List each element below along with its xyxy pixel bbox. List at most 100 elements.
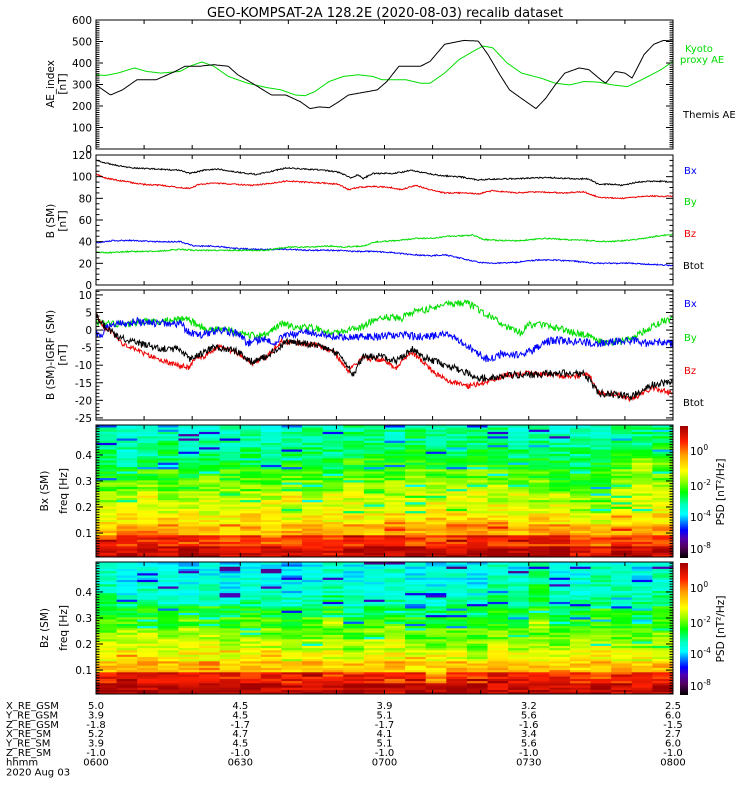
spectrogram-cell xyxy=(178,687,200,690)
spectrogram-cell xyxy=(96,590,118,594)
spectrogram-cell xyxy=(611,521,633,525)
spectrogram-cell xyxy=(281,460,303,463)
spectrogram-cell xyxy=(487,524,509,527)
spectrogram-cell xyxy=(611,552,633,556)
spectrogram-cell xyxy=(137,577,159,580)
spectrogram-cell xyxy=(549,543,571,547)
spectrogram-cell xyxy=(405,504,427,507)
spectrogram-cell xyxy=(611,486,633,490)
spectrogram-cell xyxy=(137,495,159,498)
spectrogram-cell xyxy=(363,691,385,694)
spectrogram-cell xyxy=(652,466,673,470)
spectrogram-cell xyxy=(569,535,591,538)
spectrogram-cell xyxy=(466,466,488,470)
spectrogram-cell xyxy=(652,650,673,653)
spectrogram-cell xyxy=(405,581,427,585)
spectrogram-cell xyxy=(590,632,612,635)
spectrogram-cell xyxy=(322,685,344,688)
spectrogram-cell xyxy=(199,464,221,468)
spectrogram-cell xyxy=(590,497,612,501)
spectrogram-cell xyxy=(549,566,571,569)
spectrogram-cell xyxy=(178,581,200,585)
spectrogram-cell xyxy=(425,562,447,565)
spectrogram-cell xyxy=(219,431,241,435)
spectrogram-cell xyxy=(116,689,138,693)
spectrogram-cell xyxy=(611,451,633,454)
spectrogram-cell xyxy=(281,554,303,557)
spectrogram-cell xyxy=(343,508,365,512)
spectrogram-cell xyxy=(260,621,282,624)
spectrogram-cell xyxy=(343,436,365,439)
spectrogram-cell xyxy=(302,630,324,633)
spectrogram-cell xyxy=(199,685,221,688)
colorbar-tick-label: 10-2 xyxy=(690,478,711,493)
spectrogram-cell xyxy=(302,628,324,631)
spectrogram-cell xyxy=(116,656,138,660)
y-tick-label: -5 xyxy=(82,343,92,355)
spectrogram-cell xyxy=(199,672,221,675)
spectrogram-cell xyxy=(322,595,344,598)
spectrogram-cell xyxy=(384,603,406,607)
spectrogram-cell xyxy=(590,508,612,512)
spectrogram-cell xyxy=(631,543,653,547)
spectrogram-cell xyxy=(384,647,406,651)
spectrogram-cell xyxy=(384,641,406,644)
spectrogram-cell xyxy=(157,676,179,679)
spectrogram-cell xyxy=(425,535,447,538)
spectrogram-cell xyxy=(199,636,221,640)
spectrogram-cell xyxy=(384,521,406,525)
spectrogram-cell xyxy=(652,601,673,605)
spectrogram-cell xyxy=(446,508,468,512)
spectrogram-cell xyxy=(631,597,653,600)
spectrogram-cell xyxy=(240,678,262,682)
spectrogram-cell xyxy=(487,535,509,538)
spectrogram-cell xyxy=(405,588,427,591)
spectrogram-cell xyxy=(157,462,179,465)
spectrogram-cell xyxy=(96,562,118,565)
spectrogram-cell xyxy=(569,625,591,629)
spectrogram-cell xyxy=(363,588,385,591)
spectrogram-cell xyxy=(549,532,571,536)
spectrogram-cell xyxy=(96,573,118,576)
spectrogram-cell xyxy=(116,570,138,574)
spectrogram-cell xyxy=(508,482,530,485)
spectrogram-cell xyxy=(302,669,324,673)
spectrogram-cell xyxy=(240,683,262,686)
spectrogram-cell xyxy=(281,685,303,688)
spectrogram-cell xyxy=(528,612,550,616)
spectrogram-cell xyxy=(343,577,365,580)
spectrogram-cell xyxy=(178,592,200,596)
spectrogram-cell xyxy=(96,532,118,536)
spectrogram-cell xyxy=(281,614,303,618)
spectrogram-cell xyxy=(405,526,427,529)
spectrogram-cell xyxy=(508,566,530,569)
spectrogram-cell xyxy=(384,447,406,450)
spectrogram-cell xyxy=(363,658,385,662)
spectrogram-cell xyxy=(652,590,673,594)
spectrogram-cell xyxy=(528,685,550,688)
spectrogram-cell xyxy=(631,570,653,574)
spectrogram-cell xyxy=(446,504,468,507)
spectrogram-cell xyxy=(363,603,385,607)
spectrogram-cell xyxy=(240,537,262,540)
spectrogram-cell xyxy=(322,676,344,679)
spectrogram-cell xyxy=(590,526,612,529)
spectrogram-cell xyxy=(652,619,673,622)
spectrogram-cell xyxy=(446,661,468,664)
spectrogram-cell xyxy=(508,665,530,668)
spectrogram-cell xyxy=(466,610,488,613)
spectrogram-cell xyxy=(137,619,159,622)
spectrogram-cell xyxy=(631,625,653,629)
spectrogram-cell xyxy=(446,603,468,607)
spectrogram-cell xyxy=(508,497,530,501)
spectrogram-cell xyxy=(343,541,365,545)
spectrogram-cell xyxy=(405,658,427,662)
spectrogram-cell xyxy=(425,597,447,600)
spectrogram-cell xyxy=(137,680,159,684)
spectrogram-cell xyxy=(343,552,365,556)
spectrogram-cell xyxy=(137,530,159,534)
spectrogram-cell xyxy=(590,683,612,686)
spectrogram-cell xyxy=(240,532,262,536)
spectrogram-cell xyxy=(425,502,447,505)
spectrogram-cell xyxy=(116,680,138,684)
